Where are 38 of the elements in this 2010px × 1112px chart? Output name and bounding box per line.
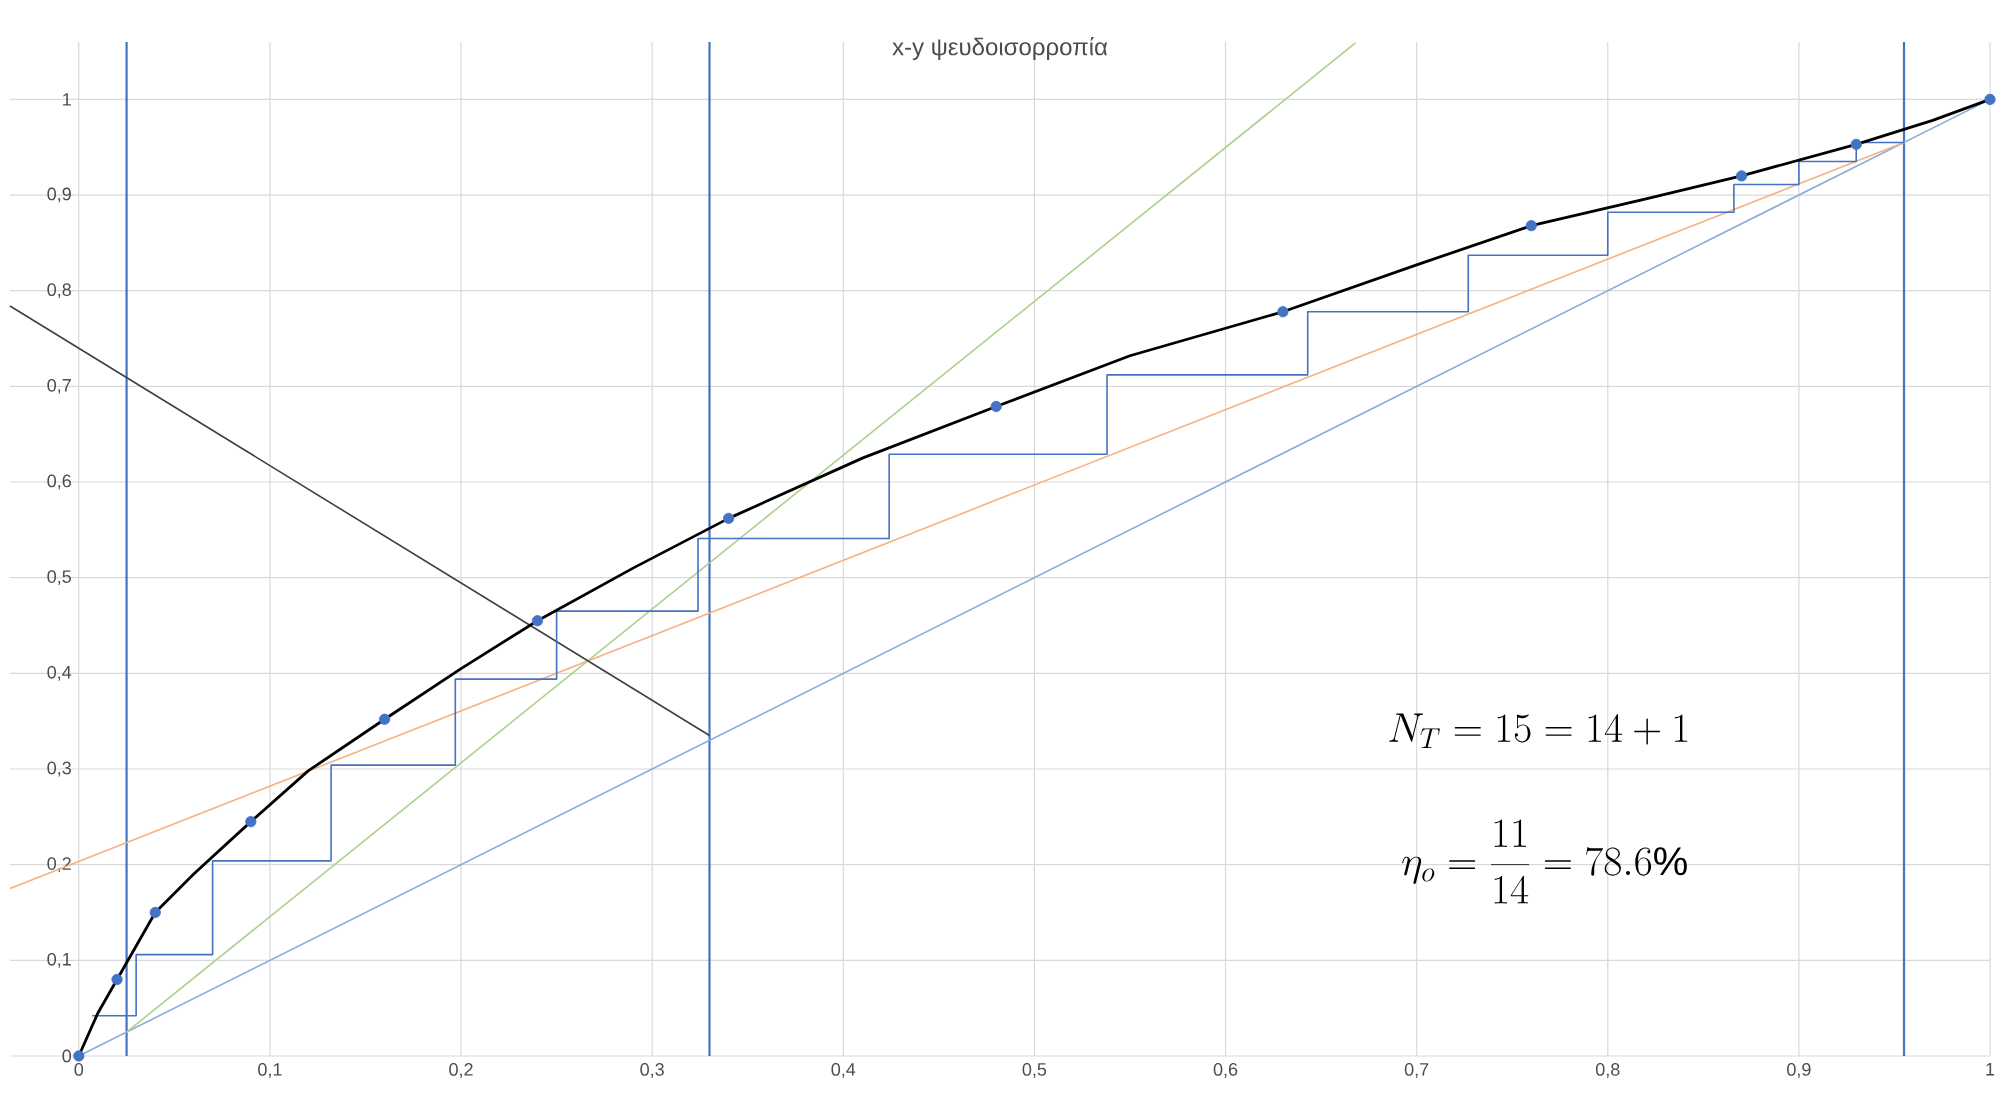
x-tick-label: 0	[74, 1063, 84, 1076]
y-tick-label: 0,4	[47, 665, 72, 681]
x-tick-label: 0,5	[1022, 1063, 1047, 1078]
point	[1277, 306, 1289, 318]
point	[723, 512, 735, 524]
point	[1525, 220, 1537, 232]
y-tick-label: 0,5	[47, 570, 71, 586]
x-tick-label: 0,9	[1787, 1063, 1811, 1078]
point	[531, 615, 544, 627]
x-tick-label: 0,7	[1404, 1063, 1429, 1078]
y-tick-label: 0,3	[47, 761, 71, 777]
y-tick-label: 1	[63, 93, 71, 106]
point	[1735, 170, 1748, 182]
x-tick-label: 0,4	[831, 1063, 856, 1078]
y-tick-label: 0,6	[47, 474, 71, 490]
point	[149, 906, 161, 919]
point	[73, 1050, 85, 1062]
y-tick-label: 0,1	[47, 952, 71, 968]
point	[1850, 138, 1862, 150]
point	[111, 973, 123, 986]
x-tick-label: 0,6	[1213, 1063, 1238, 1078]
annotation: $N_T = 15 = 14 + 1$	[1389, 713, 1688, 749]
x-tick-label: 1	[1986, 1063, 1995, 1076]
annotation: $\eta_o = \frac{11}{14} = 78.6\%$	[1402, 819, 1687, 904]
x-tick-label: 0,1	[258, 1063, 282, 1078]
point	[245, 816, 257, 828]
y-tick-label: 0,2	[47, 857, 71, 873]
point	[1984, 93, 1996, 105]
x-tick-label: 0,3	[640, 1063, 664, 1078]
point	[379, 713, 391, 725]
chart-title: x-y ψευδοισορροπία	[892, 37, 1108, 61]
point	[990, 400, 1002, 413]
y-tick-label: 0,9	[47, 187, 71, 203]
x-tick-label: 0,8	[1595, 1063, 1620, 1078]
y-tick-label: 0	[62, 1049, 72, 1063]
y-tick-label: 0,8	[47, 283, 71, 299]
x-tick-label: 0,2	[449, 1063, 473, 1078]
y-tick-label: 0,7	[47, 378, 71, 394]
